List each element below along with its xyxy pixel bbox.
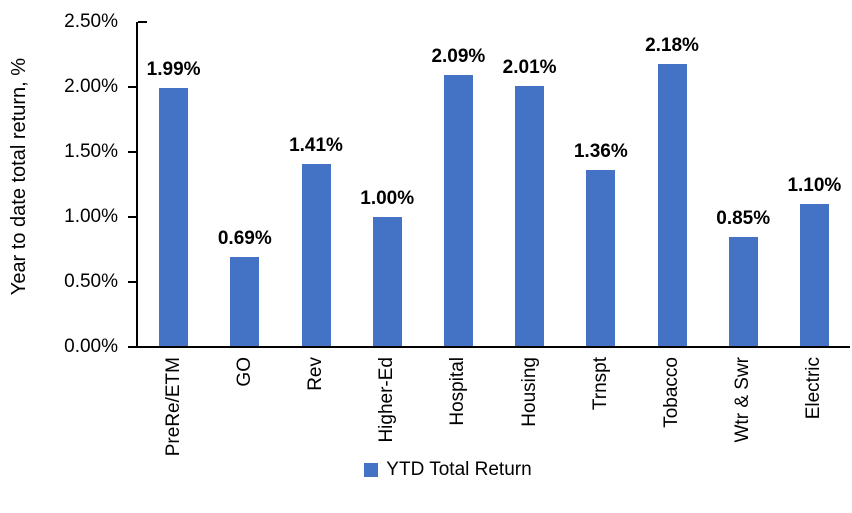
y-tick-mark: [128, 151, 137, 153]
bar: [586, 170, 616, 347]
x-tick-label: Hospital: [447, 357, 469, 426]
bar: [728, 236, 758, 347]
bar: [443, 75, 473, 347]
bar-value-label: 1.36%: [573, 141, 628, 163]
y-tick-mark: [128, 281, 137, 283]
x-tick-label: Electric: [803, 357, 825, 420]
bar-value-label: 1.99%: [146, 59, 201, 81]
bar-value-label: 2.09%: [431, 46, 486, 68]
bar: [159, 88, 189, 347]
bar: [657, 63, 687, 347]
y-tick-label: 0.00%: [64, 336, 118, 357]
y-tick-mark: [128, 216, 137, 218]
bar-value-label: 0.85%: [716, 207, 771, 229]
y-axis-title: Year to date total return, %: [8, 58, 30, 296]
bar-value-label: 1.00%: [360, 188, 415, 209]
bar: [372, 217, 402, 347]
x-tick-label: Trnspt: [589, 357, 611, 411]
y-tick-label: 1.50%: [64, 141, 118, 162]
y-axis-line: [136, 22, 138, 347]
bar: [515, 85, 545, 347]
x-tick-label: GO: [233, 357, 255, 387]
y-tick-label: 2.00%: [64, 76, 118, 97]
legend: YTD Total Return: [22, 458, 852, 482]
y-tick-mark: [138, 21, 147, 23]
bar-value-label: 0.69%: [217, 228, 272, 250]
y-tick-label: 1.00%: [64, 206, 118, 227]
bar: [799, 204, 829, 347]
x-tick-label: Tobacco: [661, 357, 682, 428]
x-tick-label: PreRe/ETM: [162, 357, 184, 457]
legend-swatch-icon: [364, 463, 379, 477]
legend-label: YTD Total Return: [386, 459, 532, 480]
bar-value-label: 1.41%: [289, 134, 343, 156]
x-tick-label: Rev: [305, 357, 326, 391]
bar: [301, 163, 331, 347]
bar-value-label: 1.10%: [787, 175, 842, 196]
x-tick-label: Wtr & Swr: [732, 357, 754, 443]
x-axis-line: [128, 346, 850, 348]
bar-value-label: 2.01%: [502, 56, 557, 78]
x-tick-label: Higher-Ed: [376, 357, 398, 443]
y-tick-label: 2.50%: [64, 11, 118, 32]
x-tick-label: Housing: [518, 357, 540, 427]
y-tick-mark: [128, 86, 137, 88]
y-tick-label: 0.50%: [64, 271, 118, 292]
bar-value-label: 2.18%: [645, 34, 699, 56]
bar: [230, 257, 260, 347]
